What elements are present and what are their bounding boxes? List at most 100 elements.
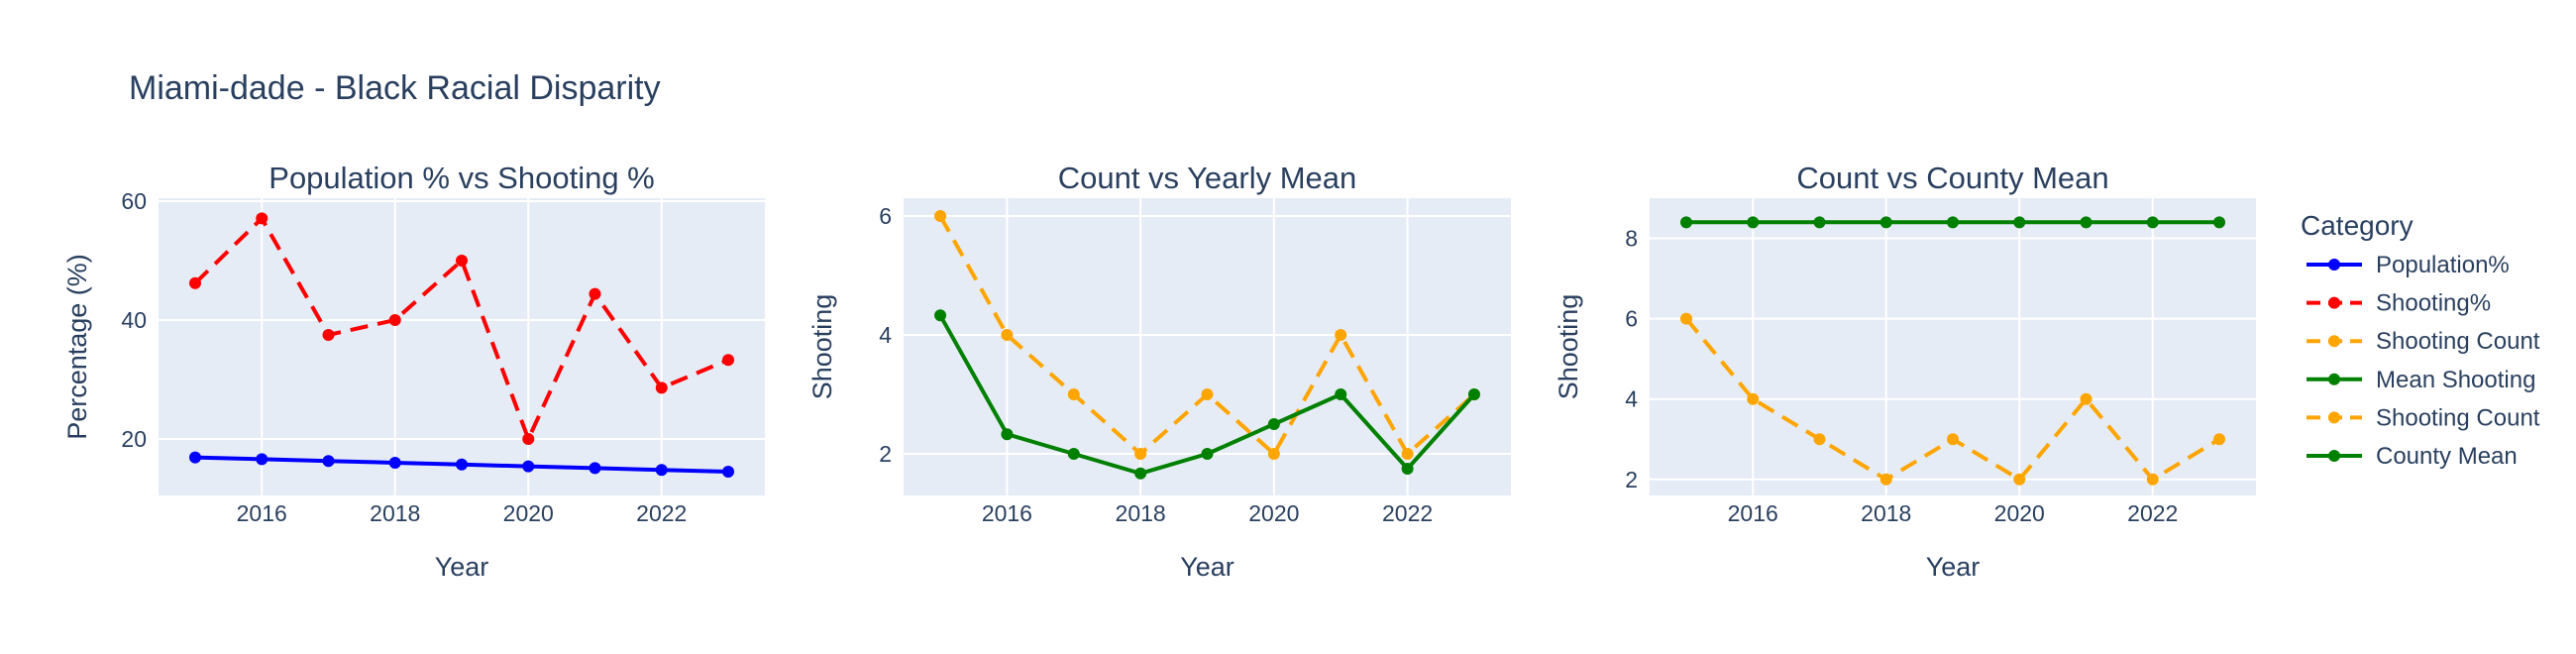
subplot-2: 2016 2018 2020 2022 2 4 6 Count vs Yearly Mean Y… xyxy=(807,161,1511,582)
data-point xyxy=(456,458,468,471)
legend-item-shooting-count[interactable]: Shooting Count xyxy=(2307,404,2540,431)
x-tick-label: 2020 xyxy=(1994,500,2045,526)
legend[interactable]: Category Population% Shooting% Shooting Co… xyxy=(2301,210,2540,470)
data-point xyxy=(1813,216,1826,229)
data-point xyxy=(589,462,601,475)
plot-area xyxy=(904,198,1511,495)
y-tick-label: 6 xyxy=(1625,306,1638,332)
data-point xyxy=(655,464,668,477)
data-point xyxy=(1201,388,1214,400)
legend-marker-icon xyxy=(2328,373,2340,385)
series-county-mean xyxy=(1679,216,2226,229)
series-shooting xyxy=(188,212,735,445)
x-tick-label: 2020 xyxy=(1248,500,1299,526)
x-tick-label: 2016 xyxy=(237,500,287,526)
data-point xyxy=(934,210,947,222)
data-point xyxy=(522,433,535,445)
legend-item-shooting[interactable]: Shooting% xyxy=(2307,290,2491,317)
data-point xyxy=(322,455,335,468)
data-point xyxy=(188,451,201,464)
legend-item-population[interactable]: Population% xyxy=(2307,252,2510,278)
data-point xyxy=(1947,216,1959,229)
legend-item-county-mean[interactable]: County Mean xyxy=(2307,443,2518,470)
legend-marker-icon xyxy=(2328,411,2340,424)
data-point xyxy=(2080,392,2093,405)
x-tick-label: 2018 xyxy=(370,500,420,526)
data-point xyxy=(1267,418,1280,430)
series-line xyxy=(193,216,729,441)
x-tick-label: 2016 xyxy=(1728,500,1778,526)
series-population xyxy=(188,451,735,478)
y-axis-label: Shooting xyxy=(1554,294,1583,400)
data-point xyxy=(655,382,668,394)
y-tick-label: 2 xyxy=(879,441,892,467)
data-point xyxy=(722,354,735,367)
data-point xyxy=(2213,433,2226,446)
data-point xyxy=(1201,448,1214,460)
y-tick-label: 8 xyxy=(1625,226,1638,252)
data-point xyxy=(1401,463,1414,475)
data-point xyxy=(388,457,401,469)
legend-marker-icon xyxy=(2328,259,2340,271)
data-point xyxy=(2013,216,2026,229)
x-axis-label: Year xyxy=(435,552,489,582)
data-point xyxy=(188,276,201,289)
plot-area xyxy=(1650,198,2256,495)
data-point xyxy=(1134,448,1147,460)
x-tick-label: 2022 xyxy=(1382,500,1433,526)
y-tick-label: 4 xyxy=(1625,386,1638,412)
data-point xyxy=(2013,473,2026,486)
x-axis-label: Year xyxy=(1180,552,1234,582)
x-tick-label: 2020 xyxy=(503,500,554,526)
data-point xyxy=(1267,448,1280,460)
y-tick-label: 20 xyxy=(121,426,147,452)
subplot-title: Count vs Yearly Mean xyxy=(1058,161,1357,195)
data-point xyxy=(2213,216,2226,229)
y-axis-label: Percentage (%) xyxy=(62,254,92,440)
data-point xyxy=(322,329,335,341)
y-tick-label: 4 xyxy=(879,322,892,348)
data-point xyxy=(2080,216,2093,229)
legend-label: Mean Shooting xyxy=(2376,367,2535,393)
data-point xyxy=(589,287,601,300)
data-point xyxy=(1679,216,1692,229)
data-point xyxy=(1813,433,1826,446)
data-point xyxy=(2146,473,2159,486)
x-tick-label: 2022 xyxy=(2127,500,2178,526)
legend-label: Shooting Count xyxy=(2376,404,2540,431)
subplot-1: 2016 2018 2020 2022 20 40 60 Population % vs Sh… xyxy=(62,161,765,582)
legend-label: County Mean xyxy=(2376,443,2518,470)
legend-label: Shooting% xyxy=(2376,290,2491,317)
data-point xyxy=(1067,448,1080,460)
chart-title: Miami-dade - Black Racial Disparity xyxy=(129,69,661,107)
data-point xyxy=(1879,473,1892,486)
legend-marker-icon xyxy=(2328,335,2340,348)
data-point xyxy=(1747,392,1760,405)
legend-title: Category xyxy=(2301,210,2414,241)
legend-label: Shooting Count xyxy=(2376,328,2540,355)
data-point xyxy=(1001,329,1014,341)
data-point xyxy=(456,255,468,267)
legend-marker-icon xyxy=(2328,296,2340,309)
data-point xyxy=(522,460,535,473)
data-point xyxy=(1947,433,1959,446)
data-point xyxy=(1335,329,1347,341)
subplot-3: 2016 2018 2020 2022 2 4 6 8 Count vs County Mean… xyxy=(1554,161,2256,582)
y-tick-label: 2 xyxy=(1625,467,1638,492)
data-point xyxy=(934,309,947,322)
data-point xyxy=(256,453,268,466)
x-tick-label: 2022 xyxy=(636,500,687,526)
data-point xyxy=(2146,216,2159,229)
series-mean-shooting xyxy=(934,309,1480,480)
data-point xyxy=(1879,216,1892,229)
legend-item-mean-shooting[interactable]: Mean Shooting xyxy=(2307,367,2535,393)
data-point xyxy=(1401,448,1414,460)
x-tick-label: 2018 xyxy=(1116,500,1166,526)
x-axis-label: Year xyxy=(1926,552,1981,582)
data-point xyxy=(1747,216,1760,229)
legend-item-shooting-count[interactable]: Shooting Count xyxy=(2307,328,2540,355)
data-point xyxy=(1134,467,1147,480)
data-point xyxy=(1001,428,1014,441)
legend-marker-icon xyxy=(2328,450,2340,462)
